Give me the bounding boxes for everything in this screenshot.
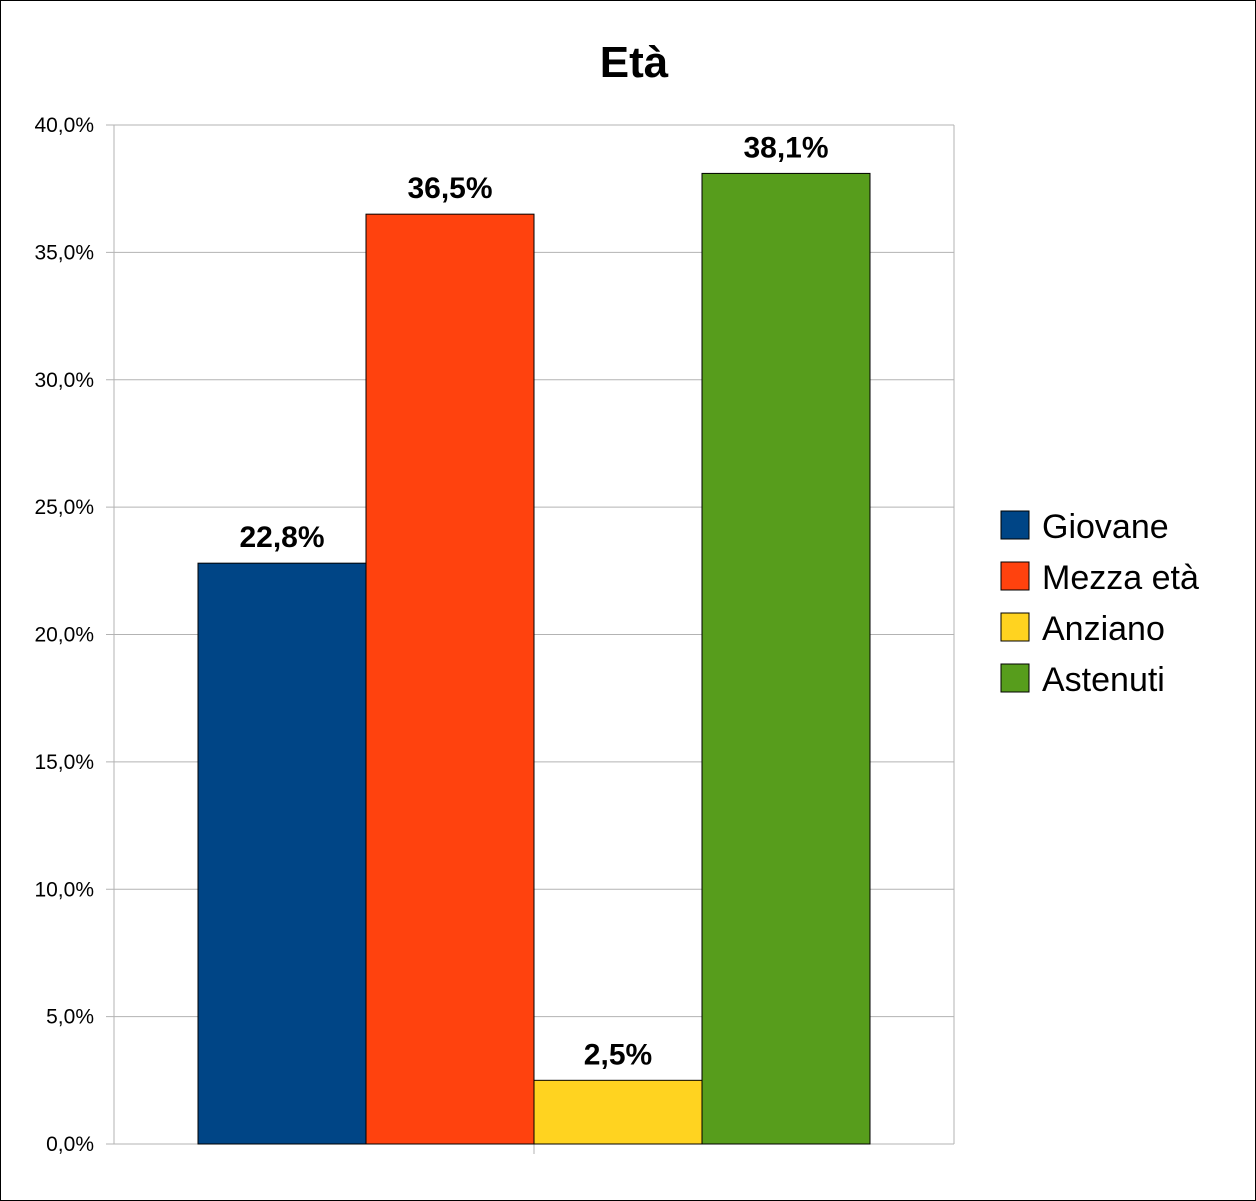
y-tick-label-2: 10,0% [34,878,94,901]
bar-4 [701,172,871,1145]
data-label-1: 22,8% [239,521,324,554]
y-tick-label-7: 35,0% [34,241,94,264]
legend-swatch-4 [1000,663,1030,693]
bar-2 [365,213,535,1145]
chart-title: Età [600,38,669,87]
legend-label-2: Mezza età [1042,559,1199,597]
legend-swatch-2 [1000,561,1030,591]
legend-swatch-1 [1000,510,1030,540]
legend-label-4: Astenuti [1042,661,1165,699]
data-labels: 22,8% 36,5% 2,5% 38,1% [239,131,828,1071]
bar-3 [533,1079,703,1145]
data-label-4: 38,1% [743,131,828,164]
y-tick-labels: 0,0% 5,0% 10,0% 15,0% 20,0% 25,0% 30,0% 35,0% 40… [34,114,94,1156]
bars [197,172,871,1145]
bar-1 [197,562,367,1145]
data-label-2: 36,5% [407,172,492,205]
legend: Giovane Mezza età Anziano Astenuti [1000,508,1199,699]
y-tick-label-1: 5,0% [46,1006,94,1029]
y-tick-label-8: 40,0% [34,114,94,137]
y-tick-label-4: 20,0% [34,624,94,647]
y-tick-label-0: 0,0% [46,1133,94,1156]
y-tick-label-5: 25,0% [34,496,94,519]
y-tick-label-3: 15,0% [34,751,94,774]
legend-swatch-3 [1000,612,1030,642]
data-label-3: 2,5% [584,1038,652,1071]
legend-label-1: Giovane [1042,508,1169,546]
legend-label-3: Anziano [1042,610,1165,648]
y-tick-label-6: 30,0% [34,369,94,392]
